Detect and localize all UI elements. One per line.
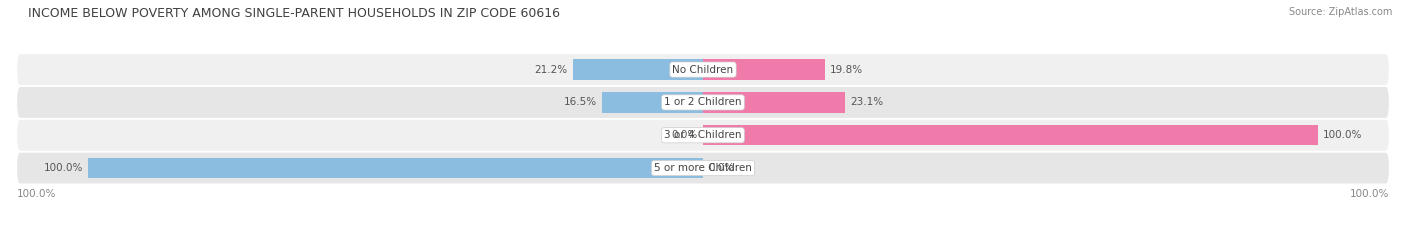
FancyBboxPatch shape xyxy=(17,153,1389,184)
FancyBboxPatch shape xyxy=(17,120,1389,151)
Text: 3 or 4 Children: 3 or 4 Children xyxy=(664,130,742,140)
Text: 5 or more Children: 5 or more Children xyxy=(654,163,752,173)
Text: 19.8%: 19.8% xyxy=(830,65,863,75)
Text: 0.0%: 0.0% xyxy=(672,130,697,140)
Text: 100.0%: 100.0% xyxy=(44,163,83,173)
Text: 0.0%: 0.0% xyxy=(709,163,734,173)
Bar xyxy=(703,59,825,80)
FancyBboxPatch shape xyxy=(17,54,1389,85)
Bar xyxy=(572,59,703,80)
Text: 1 or 2 Children: 1 or 2 Children xyxy=(664,97,742,107)
FancyBboxPatch shape xyxy=(17,87,1389,118)
Text: 21.2%: 21.2% xyxy=(534,65,568,75)
Bar xyxy=(703,125,1319,145)
Text: 100.0%: 100.0% xyxy=(17,189,56,199)
Text: No Children: No Children xyxy=(672,65,734,75)
Text: Source: ZipAtlas.com: Source: ZipAtlas.com xyxy=(1288,7,1392,17)
Text: 100.0%: 100.0% xyxy=(1323,130,1362,140)
Text: 100.0%: 100.0% xyxy=(1350,189,1389,199)
Bar xyxy=(703,92,845,113)
Text: 16.5%: 16.5% xyxy=(564,97,596,107)
Text: INCOME BELOW POVERTY AMONG SINGLE-PARENT HOUSEHOLDS IN ZIP CODE 60616: INCOME BELOW POVERTY AMONG SINGLE-PARENT… xyxy=(28,7,560,20)
Bar xyxy=(602,92,703,113)
Bar xyxy=(87,158,703,178)
Text: 23.1%: 23.1% xyxy=(851,97,883,107)
